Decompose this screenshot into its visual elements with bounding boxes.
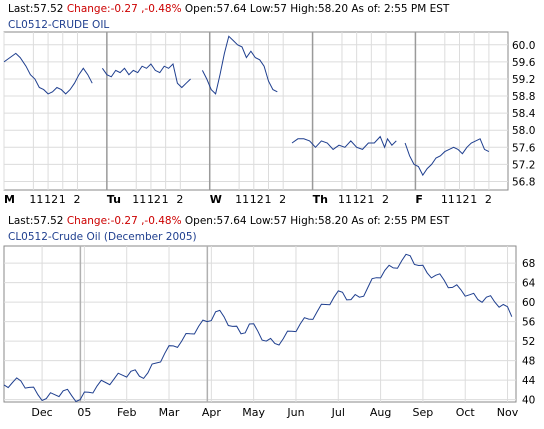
x-tick-label: 12 (456, 193, 470, 206)
y-tick-label: 58.0 (512, 125, 535, 137)
y-tick-label: 40 (522, 395, 535, 407)
x-tick-label: 2 (176, 193, 183, 206)
x-tick-label: 11 (338, 193, 352, 206)
y-tick-label: 68 (522, 258, 535, 270)
x-tick-label: 11 (235, 193, 249, 206)
quote-bar: Last:57.52 Change:-0.27 ,-0.48% Open:57.… (8, 3, 450, 15)
x-tick-label: 1 (367, 193, 374, 206)
x-tick-label: Th (313, 193, 328, 206)
x-tick-label: 1 (264, 193, 271, 206)
x-tick-label: Tu (107, 193, 121, 206)
x-tick-label: Jun (286, 406, 304, 419)
x-tick-label: 2 (485, 193, 492, 206)
price-line-segment (404, 138, 490, 177)
y-tick-label: 57.6 (512, 142, 536, 154)
y-tick-label: 44 (522, 375, 536, 387)
x-tick-label: 12 (147, 193, 161, 206)
x-tick-label: 1 (470, 193, 477, 206)
x-tick-label: Mar (159, 406, 180, 419)
x-tick-label: 11 (29, 193, 43, 206)
contract-chart-panel: Last:57.52 Change:-0.27 ,-0.48% Open:57.… (0, 212, 544, 429)
y-tick-label: 58.8 (512, 91, 535, 103)
y-tick-label: 59.2 (512, 74, 535, 86)
x-tick-label: 2 (382, 193, 389, 206)
x-tick-label: 1 (59, 193, 66, 206)
y-tick-label: 64 (522, 278, 536, 290)
y-tick-label: 48 (522, 356, 535, 368)
y-tick-label: 52 (522, 336, 535, 348)
x-tick-label: Sep (413, 406, 434, 419)
x-tick-label: 11 (132, 193, 146, 206)
x-tick-label: Nov (497, 406, 519, 419)
y-tick-label: 60 (522, 297, 535, 309)
x-tick-label: 12 (250, 193, 264, 206)
x-tick-label: 12 (44, 193, 58, 206)
x-tick-label: 2 (73, 193, 80, 206)
x-tick-label: May (242, 406, 265, 419)
x-tick-label: 11 (441, 193, 455, 206)
x-tick-label: Oct (456, 406, 476, 419)
intraday-chart-panel: Last:57.52 Change:-0.27 ,-0.48% Open:57.… (0, 0, 544, 212)
x-tick-label: W (210, 193, 222, 206)
y-tick-label: 60.0 (512, 40, 535, 52)
y-tick-label: 58.4 (512, 108, 536, 120)
plot-area (3, 245, 517, 403)
y-tick-label: 57.2 (512, 159, 535, 171)
x-tick-label: 2 (279, 193, 286, 206)
price-line-segment (3, 52, 93, 95)
quote-bar: Last:57.52 Change:-0.27 ,-0.48% Open:57.… (8, 215, 450, 227)
chart-title: CL0512-CRUDE OIL (8, 19, 110, 31)
x-tick-label: Aug (370, 406, 391, 419)
y-tick-label: 59.6 (512, 57, 536, 69)
x-tick-label: 1 (162, 193, 169, 206)
contract-chart: 40 44 48 52 56 60 64 68 Dec 05 Feb Mar Apr May Jun Jul A… (3, 245, 536, 419)
x-tick-label: 05 (77, 406, 91, 419)
x-tick-label: 12 (353, 193, 367, 206)
plot-area (3, 31, 509, 191)
intraday-chart: 56.857.257.658.058.458.859.259.660.0M 11 1… (3, 31, 536, 206)
price-line-segment (101, 63, 191, 89)
x-tick-label: Jul (331, 406, 345, 419)
x-tick-label: Feb (117, 406, 136, 419)
x-tick-label: Apr (202, 406, 222, 419)
price-line-segment (201, 35, 278, 95)
price-line (3, 253, 513, 403)
y-tick-label: 56.8 (512, 176, 535, 188)
x-tick-label: F (415, 193, 423, 206)
x-tick-label: Dec (31, 406, 52, 419)
chart-title: CL0512-Crude Oil (December 2005) (8, 231, 197, 243)
price-line-segment (291, 135, 397, 151)
x-tick-label: M (4, 193, 15, 206)
y-tick-label: 56 (522, 317, 536, 329)
